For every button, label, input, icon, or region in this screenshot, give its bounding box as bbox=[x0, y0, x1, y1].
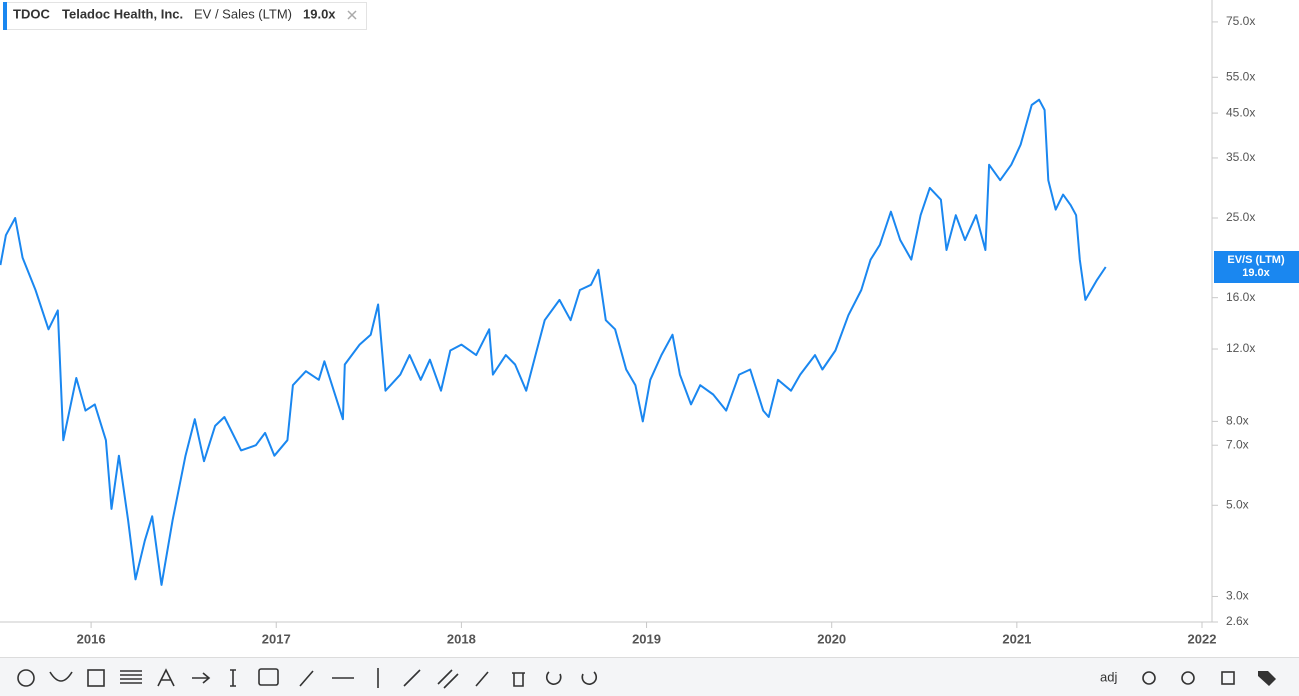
tool-price-note[interactable] bbox=[258, 668, 279, 686]
metric-value: 19.0x bbox=[303, 6, 336, 21]
x-tick-label: 2017 bbox=[262, 631, 291, 646]
tool-rect[interactable] bbox=[87, 669, 105, 687]
tool-undo[interactable] bbox=[545, 671, 562, 685]
y-tick-label: 2.6x bbox=[1226, 614, 1249, 628]
x-tick-label: 2022 bbox=[1188, 631, 1217, 646]
y-tick-label: 3.0x bbox=[1226, 589, 1249, 603]
y-tick-label: 75.0x bbox=[1226, 14, 1255, 28]
tool-reset[interactable] bbox=[1181, 671, 1195, 685]
tool-arrow[interactable] bbox=[192, 672, 211, 684]
tool-arc[interactable] bbox=[49, 671, 73, 682]
close-icon[interactable] bbox=[347, 10, 357, 20]
y-tick-label: 7.0x bbox=[1226, 437, 1249, 451]
y-tick-label: 12.0x bbox=[1226, 341, 1255, 355]
header: TDOC Teladoc Health, Inc. EV / Sales (LT… bbox=[3, 2, 367, 30]
ticker: TDOC bbox=[13, 6, 50, 21]
adj-toggle[interactable]: adj bbox=[1100, 669, 1117, 684]
x-tick-label: 2019 bbox=[632, 631, 661, 646]
series-line bbox=[0, 98, 1107, 586]
x-tick-label: 2016 bbox=[77, 631, 106, 646]
x-tick-label: 2018 bbox=[447, 631, 476, 646]
x-tick-label: 2020 bbox=[817, 631, 846, 646]
y-tick-label: 25.0x bbox=[1226, 210, 1255, 224]
tool-redo[interactable] bbox=[581, 671, 598, 685]
tool-ray[interactable] bbox=[403, 669, 421, 687]
y-tick-label: 5.0x bbox=[1226, 497, 1249, 511]
tool-circle[interactable] bbox=[17, 669, 35, 687]
toolbar: adj bbox=[0, 657, 1299, 696]
plot: 75.0x 55.0x 45.0x 35.0x 25.0x 16.0x 12.0x 8.0x 7… bbox=[0, 14, 1299, 646]
tool-delete[interactable] bbox=[512, 672, 525, 687]
y-tick-label: 45.0x bbox=[1226, 105, 1255, 119]
y-tick-label: 8.0x bbox=[1226, 414, 1249, 428]
tool-text[interactable] bbox=[157, 668, 175, 687]
tool-tag[interactable] bbox=[1258, 671, 1276, 686]
tool-channel[interactable] bbox=[437, 669, 459, 689]
y-tick-label: 16.0x bbox=[1226, 290, 1255, 304]
tool-fib[interactable] bbox=[120, 670, 142, 684]
badge-bg bbox=[1214, 250, 1299, 283]
badge-value: 19.0x bbox=[1242, 267, 1270, 279]
tool-target[interactable] bbox=[1142, 671, 1156, 685]
badge-name: EV/S (LTM) bbox=[1227, 254, 1285, 266]
header-box bbox=[3, 2, 367, 30]
tool-fullscreen[interactable] bbox=[1221, 671, 1235, 685]
tool-line[interactable] bbox=[299, 670, 314, 687]
x-tick-label: 2021 bbox=[1002, 631, 1031, 646]
header-accent bbox=[3, 2, 7, 30]
value-badge: EV/S (LTM)19.0x bbox=[1214, 250, 1299, 283]
y-tick-label: 55.0x bbox=[1226, 69, 1255, 83]
company: Teladoc Health, Inc. bbox=[62, 6, 183, 21]
tool-pencil[interactable] bbox=[475, 671, 489, 687]
metric: EV / Sales (LTM) bbox=[194, 6, 292, 21]
tool-range[interactable] bbox=[230, 669, 236, 687]
toolbar-bg bbox=[0, 657, 1299, 696]
y-tick-label: 35.0x bbox=[1226, 150, 1255, 164]
